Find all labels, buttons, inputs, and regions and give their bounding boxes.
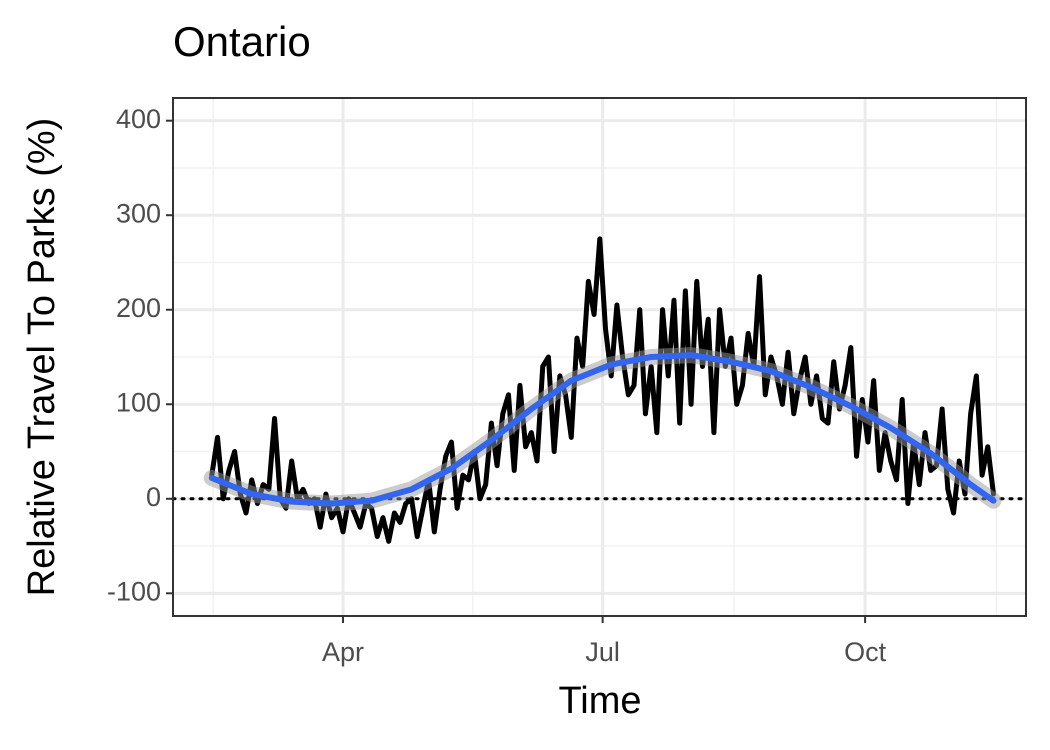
chart-title: Ontario: [173, 18, 311, 65]
y-tick-label: -100: [107, 576, 161, 606]
y-tick-label: 300: [116, 198, 161, 228]
y-tick-label: 0: [146, 482, 161, 512]
smooth-line: [208, 352, 997, 507]
y-tick-label: 100: [116, 387, 161, 417]
x-axis-title: Time: [558, 680, 641, 722]
x-tick-label: Jul: [585, 637, 620, 667]
x-tick-label: Oct: [844, 637, 887, 667]
y-tick-label: 400: [116, 104, 161, 134]
y-axis-title: Relative Travel To Parks (%): [21, 118, 63, 597]
x-tick-label: Apr: [322, 637, 364, 667]
y-tick-label: 200: [116, 293, 161, 323]
plot-area: -100 0 100 200 300 400 Apr Jul Oct: [107, 97, 1028, 667]
plot-border: [172, 97, 1027, 617]
